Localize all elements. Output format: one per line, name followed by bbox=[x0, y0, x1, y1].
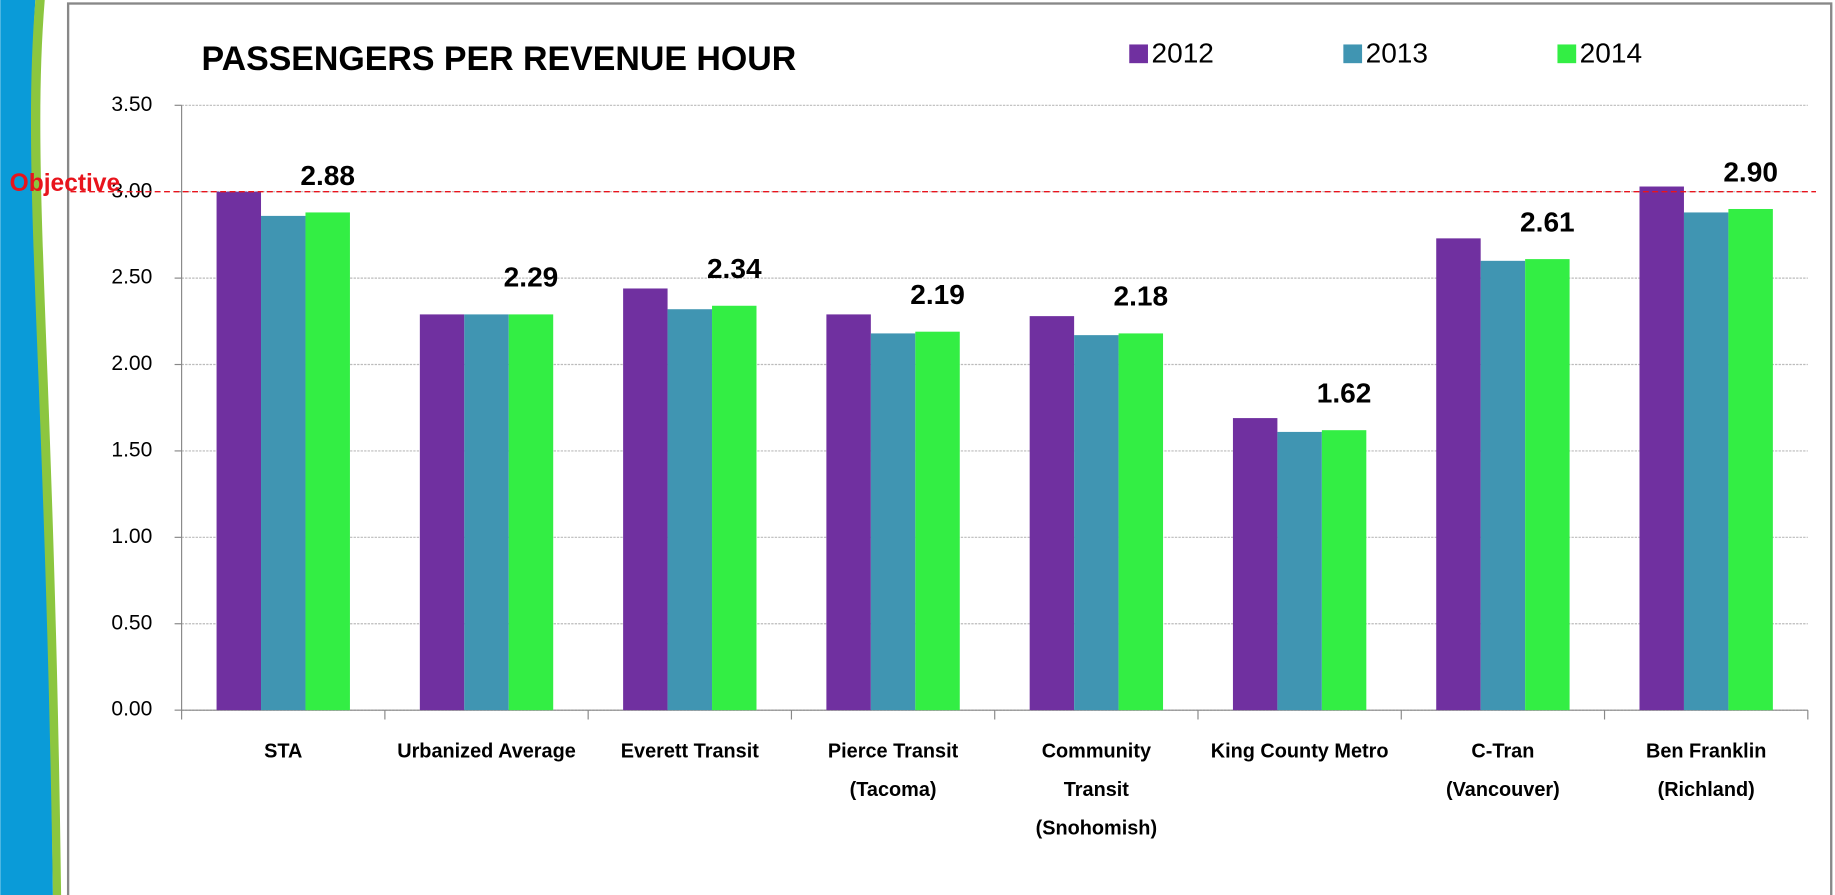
x-tick-label-line: Community bbox=[1042, 741, 1151, 763]
y-tick-label: 1.00 bbox=[111, 525, 152, 548]
bar bbox=[1639, 186, 1684, 711]
bar bbox=[1074, 335, 1119, 711]
objective-label: Objective bbox=[10, 170, 121, 197]
x-tick-label: Everett Transit bbox=[621, 741, 759, 763]
bar bbox=[1277, 431, 1322, 711]
value-label: 2.29 bbox=[504, 262, 559, 293]
value-label: 1.62 bbox=[1317, 378, 1372, 409]
x-tick-label-line: STA bbox=[264, 741, 302, 763]
legend-swatch bbox=[1129, 44, 1148, 64]
x-tick-label-line: (Richland) bbox=[1658, 779, 1755, 801]
bar bbox=[1728, 208, 1773, 711]
x-tick-label-line: (Snohomish) bbox=[1036, 818, 1157, 840]
bar bbox=[216, 191, 262, 711]
value-label: 2.18 bbox=[1113, 281, 1168, 312]
bar bbox=[623, 288, 668, 711]
x-tick-label: Pierce Transit (Tacoma) bbox=[828, 741, 959, 802]
bar bbox=[261, 215, 306, 711]
bar bbox=[1118, 333, 1164, 711]
bar bbox=[915, 331, 960, 711]
x-tick-label-line: Urbanized Average bbox=[397, 741, 576, 763]
x-tick-label: Urbanized Average bbox=[397, 741, 576, 763]
x-tick-label: Community Transit (Snohomish) bbox=[1036, 741, 1157, 840]
bar bbox=[508, 314, 554, 711]
x-tick-label-line: King County Metro bbox=[1211, 741, 1389, 763]
x-tick-label: Ben Franklin (Richland) bbox=[1646, 741, 1766, 802]
x-tick-label-line: Transit bbox=[1064, 779, 1130, 801]
value-label: 2.19 bbox=[910, 279, 965, 310]
y-tick-label: 0.00 bbox=[111, 698, 152, 721]
chart-title: PASSENGERS PER REVENUE HOUR bbox=[202, 40, 797, 78]
bar bbox=[1232, 418, 1278, 711]
bar bbox=[1321, 430, 1367, 711]
bar bbox=[1683, 212, 1729, 711]
y-tick-label: 3.50 bbox=[111, 93, 152, 116]
value-label: 2.90 bbox=[1723, 156, 1778, 187]
bar bbox=[826, 314, 871, 711]
bar bbox=[419, 314, 465, 711]
bar bbox=[1525, 259, 1570, 711]
x-tick-label: King County Metro bbox=[1211, 741, 1389, 763]
value-label: 2.61 bbox=[1520, 206, 1575, 237]
bar bbox=[667, 309, 713, 711]
x-tick-label-line: C-Tran bbox=[1471, 741, 1534, 763]
bar bbox=[1436, 238, 1481, 711]
bar bbox=[1029, 316, 1075, 711]
bar bbox=[870, 333, 916, 711]
legend-swatch bbox=[1343, 44, 1363, 64]
legend-label: 2012 bbox=[1151, 37, 1213, 68]
y-tick-label: 3.00 bbox=[111, 179, 152, 202]
side-decoration-stripe bbox=[30, 0, 62, 895]
x-tick-label: STA bbox=[264, 741, 302, 763]
bar bbox=[1480, 260, 1526, 711]
y-tick-label: 0.50 bbox=[111, 611, 152, 634]
x-tick-label: C-Tran (Vancouver) bbox=[1446, 741, 1560, 802]
x-tick-label-line: Pierce Transit bbox=[828, 741, 959, 763]
legend-swatch bbox=[1557, 44, 1577, 64]
y-tick-label: 2.50 bbox=[111, 266, 152, 289]
y-tick-label: 2.00 bbox=[111, 352, 152, 375]
legend-label: 2014 bbox=[1580, 37, 1642, 68]
value-label: 2.88 bbox=[300, 160, 355, 191]
side-decoration bbox=[0, 0, 53, 895]
bar bbox=[464, 314, 509, 711]
x-tick-label-line: Ben Franklin bbox=[1646, 741, 1766, 763]
x-tick-label-line: Everett Transit bbox=[621, 741, 759, 763]
legend-label: 2013 bbox=[1366, 37, 1428, 68]
x-tick-label-line: (Vancouver) bbox=[1446, 779, 1560, 801]
y-tick-label: 1.50 bbox=[111, 438, 152, 461]
value-label: 2.34 bbox=[707, 253, 762, 284]
bar bbox=[712, 305, 757, 711]
x-tick-label-line: (Tacoma) bbox=[850, 779, 937, 801]
bar bbox=[305, 212, 350, 711]
